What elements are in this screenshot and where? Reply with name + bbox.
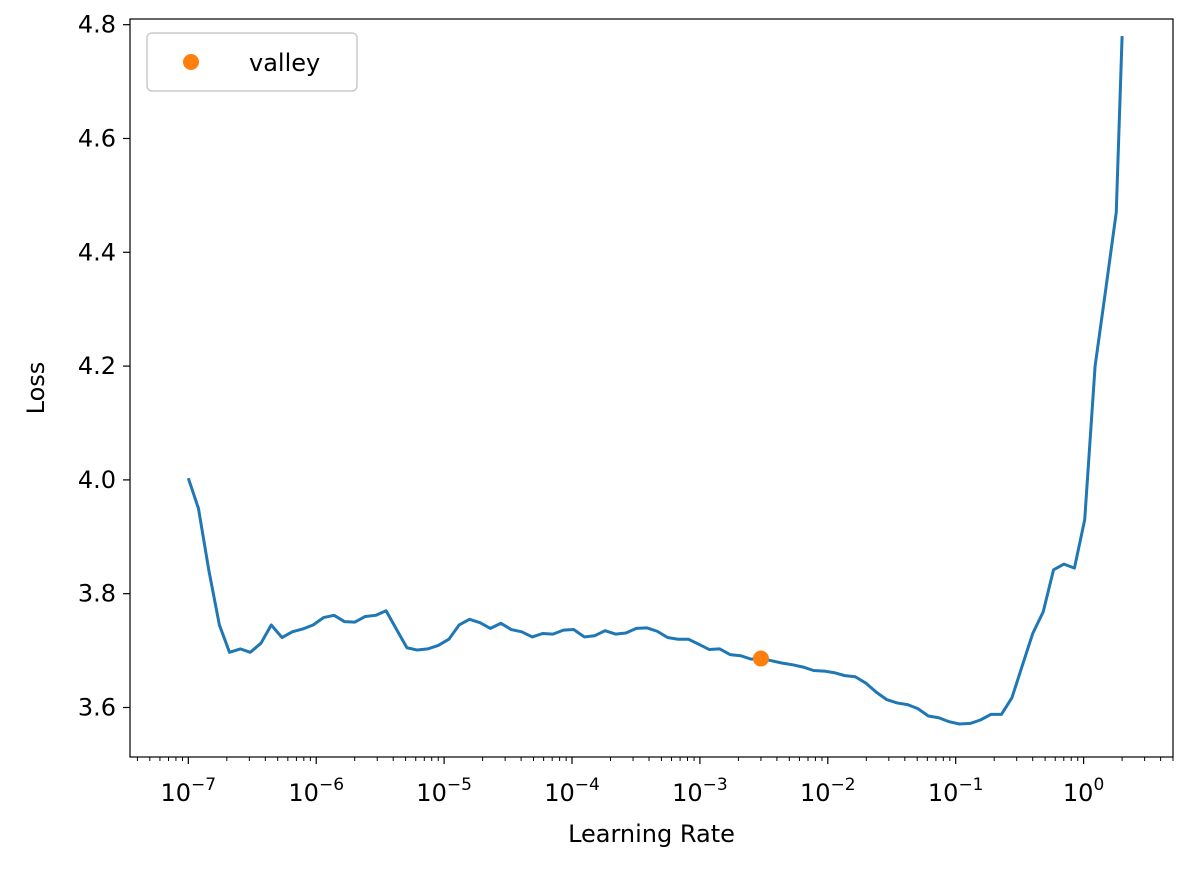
legend-box xyxy=(146,32,358,92)
x-tick-label: 10−3 xyxy=(672,775,728,807)
x-tick-exponent: −6 xyxy=(319,775,344,795)
x-tick-label: 100 xyxy=(1063,775,1104,807)
x-axis-label: Learning Rate xyxy=(568,820,735,848)
x-tick-label: 10−1 xyxy=(928,775,984,807)
x-axis-ticks: 10−7 10−6 10−5 10−4 10−3 10−2 10−1 100 xyxy=(136,757,1174,807)
y-tick-label: 3.8 xyxy=(78,580,116,608)
y-axis-ticks: 3.6 3.8 4.0 4.2 4.4 4.6 4.8 xyxy=(78,11,130,721)
x-tick-exponent: −5 xyxy=(447,775,472,795)
y-tick-label: 4.8 xyxy=(78,11,116,39)
x-tick-exponent: −2 xyxy=(831,775,856,795)
plot-frame xyxy=(129,18,1174,758)
x-tick-label: 10−7 xyxy=(161,775,217,807)
y-tick-label: 4.4 xyxy=(78,238,116,266)
legend-label-valley: valley xyxy=(249,49,320,77)
y-tick-label: 4.2 xyxy=(78,352,116,380)
x-tick-exponent: 0 xyxy=(1093,775,1104,795)
x-tick-base: 10 xyxy=(928,779,959,807)
x-tick-exponent: −4 xyxy=(575,775,600,795)
x-tick-label: 10−4 xyxy=(544,775,600,807)
plot-area xyxy=(129,18,1174,758)
x-tick-base: 10 xyxy=(544,779,575,807)
x-tick-base: 10 xyxy=(416,779,447,807)
y-tick-label: 4.0 xyxy=(78,466,116,494)
y-tick-label: 4.6 xyxy=(78,124,116,152)
y-tick-label: 3.6 xyxy=(78,693,116,721)
x-tick-base: 10 xyxy=(672,779,703,807)
x-tick-base: 10 xyxy=(288,779,319,807)
x-tick-base: 10 xyxy=(161,779,192,807)
loss-line xyxy=(186,36,1124,726)
x-tick-label: 10−2 xyxy=(800,775,856,807)
x-tick-base: 10 xyxy=(800,779,831,807)
x-tick-exponent: −7 xyxy=(191,775,216,795)
y-axis-label: Loss xyxy=(22,362,50,415)
legend: valley xyxy=(146,32,358,92)
x-tick-label: 10−6 xyxy=(288,775,344,807)
x-tick-base: 10 xyxy=(1063,779,1094,807)
valley-point xyxy=(752,650,769,667)
x-tick-exponent: −3 xyxy=(703,775,728,795)
x-tick-label: 10−5 xyxy=(416,775,472,807)
legend-marker-valley xyxy=(183,54,199,70)
x-tick-exponent: −1 xyxy=(958,775,983,795)
